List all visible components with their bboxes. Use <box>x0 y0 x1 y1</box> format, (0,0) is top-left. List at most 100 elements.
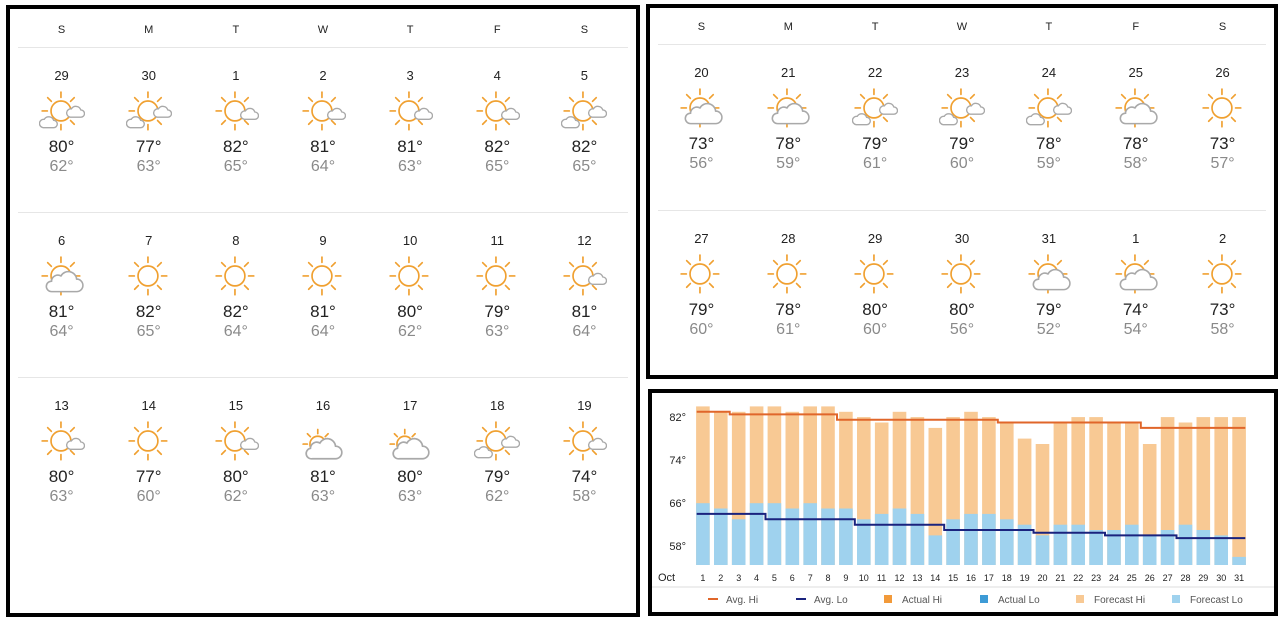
high-temp: 82° <box>222 137 249 156</box>
day-cell[interactable]: 23 79° 60° <box>919 45 1006 210</box>
day-cell[interactable]: 25 78° 58° <box>1092 45 1179 210</box>
x-tick-label: 3 <box>736 573 741 583</box>
high-temp: 79° <box>688 300 715 319</box>
high-temp: 79° <box>1035 300 1062 319</box>
low-temp: 52° <box>1036 321 1061 338</box>
day-cell[interactable]: 2 81° 64° <box>279 48 366 212</box>
day-cell[interactable]: 29 80° 62° <box>18 48 105 212</box>
day-cell[interactable]: 6 81° 64° <box>18 213 105 377</box>
x-tick-label: 4 <box>754 573 759 583</box>
low-temp: 57° <box>1210 155 1235 172</box>
forecast-lo-bar <box>946 519 960 565</box>
day-number: 27 <box>694 231 709 246</box>
day-cell[interactable]: 30 77° 63° <box>105 48 192 212</box>
day-cell[interactable]: 26 73° 57° <box>1179 45 1266 210</box>
day-cell[interactable]: 20 73° 56° <box>658 45 745 210</box>
day-cell[interactable]: 21 78° 59° <box>745 45 832 210</box>
weekday-header: M <box>744 10 832 45</box>
day-cell[interactable]: 29 80° 60° <box>832 211 919 376</box>
high-temp: 80° <box>397 302 423 321</box>
day-cell[interactable]: 1 82° 65° <box>192 48 279 212</box>
day-cell[interactable]: 22 79° 61° <box>832 45 919 210</box>
day-cell[interactable]: 10 80° 62° <box>367 213 454 377</box>
forecast-lo-bar <box>982 513 996 565</box>
x-tick-label: 17 <box>984 573 994 583</box>
day-cell[interactable]: 4 82° 65° <box>454 48 541 212</box>
day-number: 18 <box>490 398 505 413</box>
day-number: 19 <box>577 398 592 413</box>
high-temp: 82° <box>222 302 249 321</box>
day-number: 8 <box>232 233 240 248</box>
day-cell[interactable]: 9 81° 64° <box>279 213 366 377</box>
high-temp: 77° <box>135 467 162 486</box>
day-cell[interactable]: 18 79° 62° <box>454 378 541 542</box>
day-cell[interactable]: 14 77° 60° <box>105 378 192 542</box>
day-cell[interactable]: 28 78° 61° <box>745 211 832 376</box>
mostly-cloudy-icon <box>302 428 343 460</box>
day-cell[interactable]: 17 80° 63° <box>367 378 454 542</box>
sunny-icon <box>941 254 981 294</box>
day-cell[interactable]: 1 74° 54° <box>1092 211 1179 376</box>
day-number: 9 <box>319 233 327 248</box>
day-number: 1 <box>232 68 240 83</box>
mostly-sunny-icon <box>215 421 259 461</box>
sunny-icon <box>854 254 894 294</box>
high-temp: 80° <box>222 467 249 486</box>
high-temp: 78° <box>1035 134 1062 153</box>
forecast-lo-bar <box>1000 519 1014 565</box>
low-temp: 59° <box>1036 155 1061 172</box>
high-temp: 79° <box>862 134 888 153</box>
day-number: 29 <box>54 68 69 83</box>
day-cell[interactable]: 5 82° 65° <box>541 48 628 212</box>
partly-cloudy-icon <box>852 88 899 128</box>
day-cell[interactable]: 8 82° 64° <box>192 213 279 377</box>
weekday-header: T <box>831 10 919 45</box>
legend-label: Avg. Hi <box>726 595 758 606</box>
x-tick-label: 18 <box>1002 573 1012 583</box>
forecast-lo-bar <box>749 503 764 565</box>
sunny-icon <box>767 254 807 294</box>
day-cell[interactable]: 7 82° 65° <box>105 213 192 377</box>
weekday-header: T <box>1005 10 1093 45</box>
low-temp: 64° <box>572 323 597 340</box>
day-cell[interactable]: 27 79° 60° <box>658 211 745 376</box>
day-cell[interactable]: 3 81° 63° <box>367 48 454 212</box>
day-cell[interactable]: 30 80° 56° <box>919 211 1006 376</box>
day-cell[interactable]: 15 80° 62° <box>192 378 279 542</box>
day-cell[interactable]: 19 74° 58° <box>541 378 628 542</box>
x-tick-label: 9 <box>843 573 848 583</box>
forecast-lo-bar <box>1107 530 1121 565</box>
low-temp: 63° <box>49 488 74 505</box>
low-temp: 64° <box>223 323 248 340</box>
high-temp: 77° <box>135 137 162 156</box>
calendar-panel-right: S M T W T F S 20 73° 56° 21 78° 59° 22 79° 61° 23 79° 60° 2… <box>646 4 1278 379</box>
sunny-icon <box>1201 254 1242 294</box>
low-temp: 64° <box>310 158 336 175</box>
day-cell[interactable]: 11 79° 63° <box>454 213 541 377</box>
day-cell[interactable]: 24 78° 59° <box>1005 45 1092 210</box>
sunny-icon <box>389 256 429 296</box>
forecast-lo-bar <box>839 508 853 565</box>
day-number: 3 <box>406 68 414 83</box>
day-number: 10 <box>402 233 418 248</box>
y-tick-label: 58° <box>669 541 686 553</box>
forecast-lo-bar <box>1232 556 1246 565</box>
x-tick-label: 24 <box>1109 573 1119 583</box>
forecast-lo-bar <box>1071 524 1085 565</box>
x-tick-label: 20 <box>1037 573 1047 583</box>
avg-hi-line <box>696 410 1246 429</box>
x-tick-label: 15 <box>948 573 958 583</box>
day-cell[interactable]: 16 81° 63° <box>279 378 366 542</box>
x-tick-label: 8 <box>825 573 830 583</box>
x-tick-label: 5 <box>772 573 777 583</box>
day-cell[interactable]: 2 73° 58° <box>1179 211 1266 376</box>
legend-label: Actual Lo <box>998 595 1040 606</box>
forecast-hi-bar <box>928 427 943 565</box>
day-number: 22 <box>867 65 883 80</box>
day-cell[interactable]: 13 80° 63° <box>18 378 105 542</box>
high-temp: 78° <box>775 134 802 153</box>
weekday-header: F <box>1092 10 1180 45</box>
forecast-lo-bar <box>821 508 835 565</box>
day-cell[interactable]: 31 79° 52° <box>1005 211 1092 376</box>
day-cell[interactable]: 12 81° 64° <box>541 213 628 377</box>
